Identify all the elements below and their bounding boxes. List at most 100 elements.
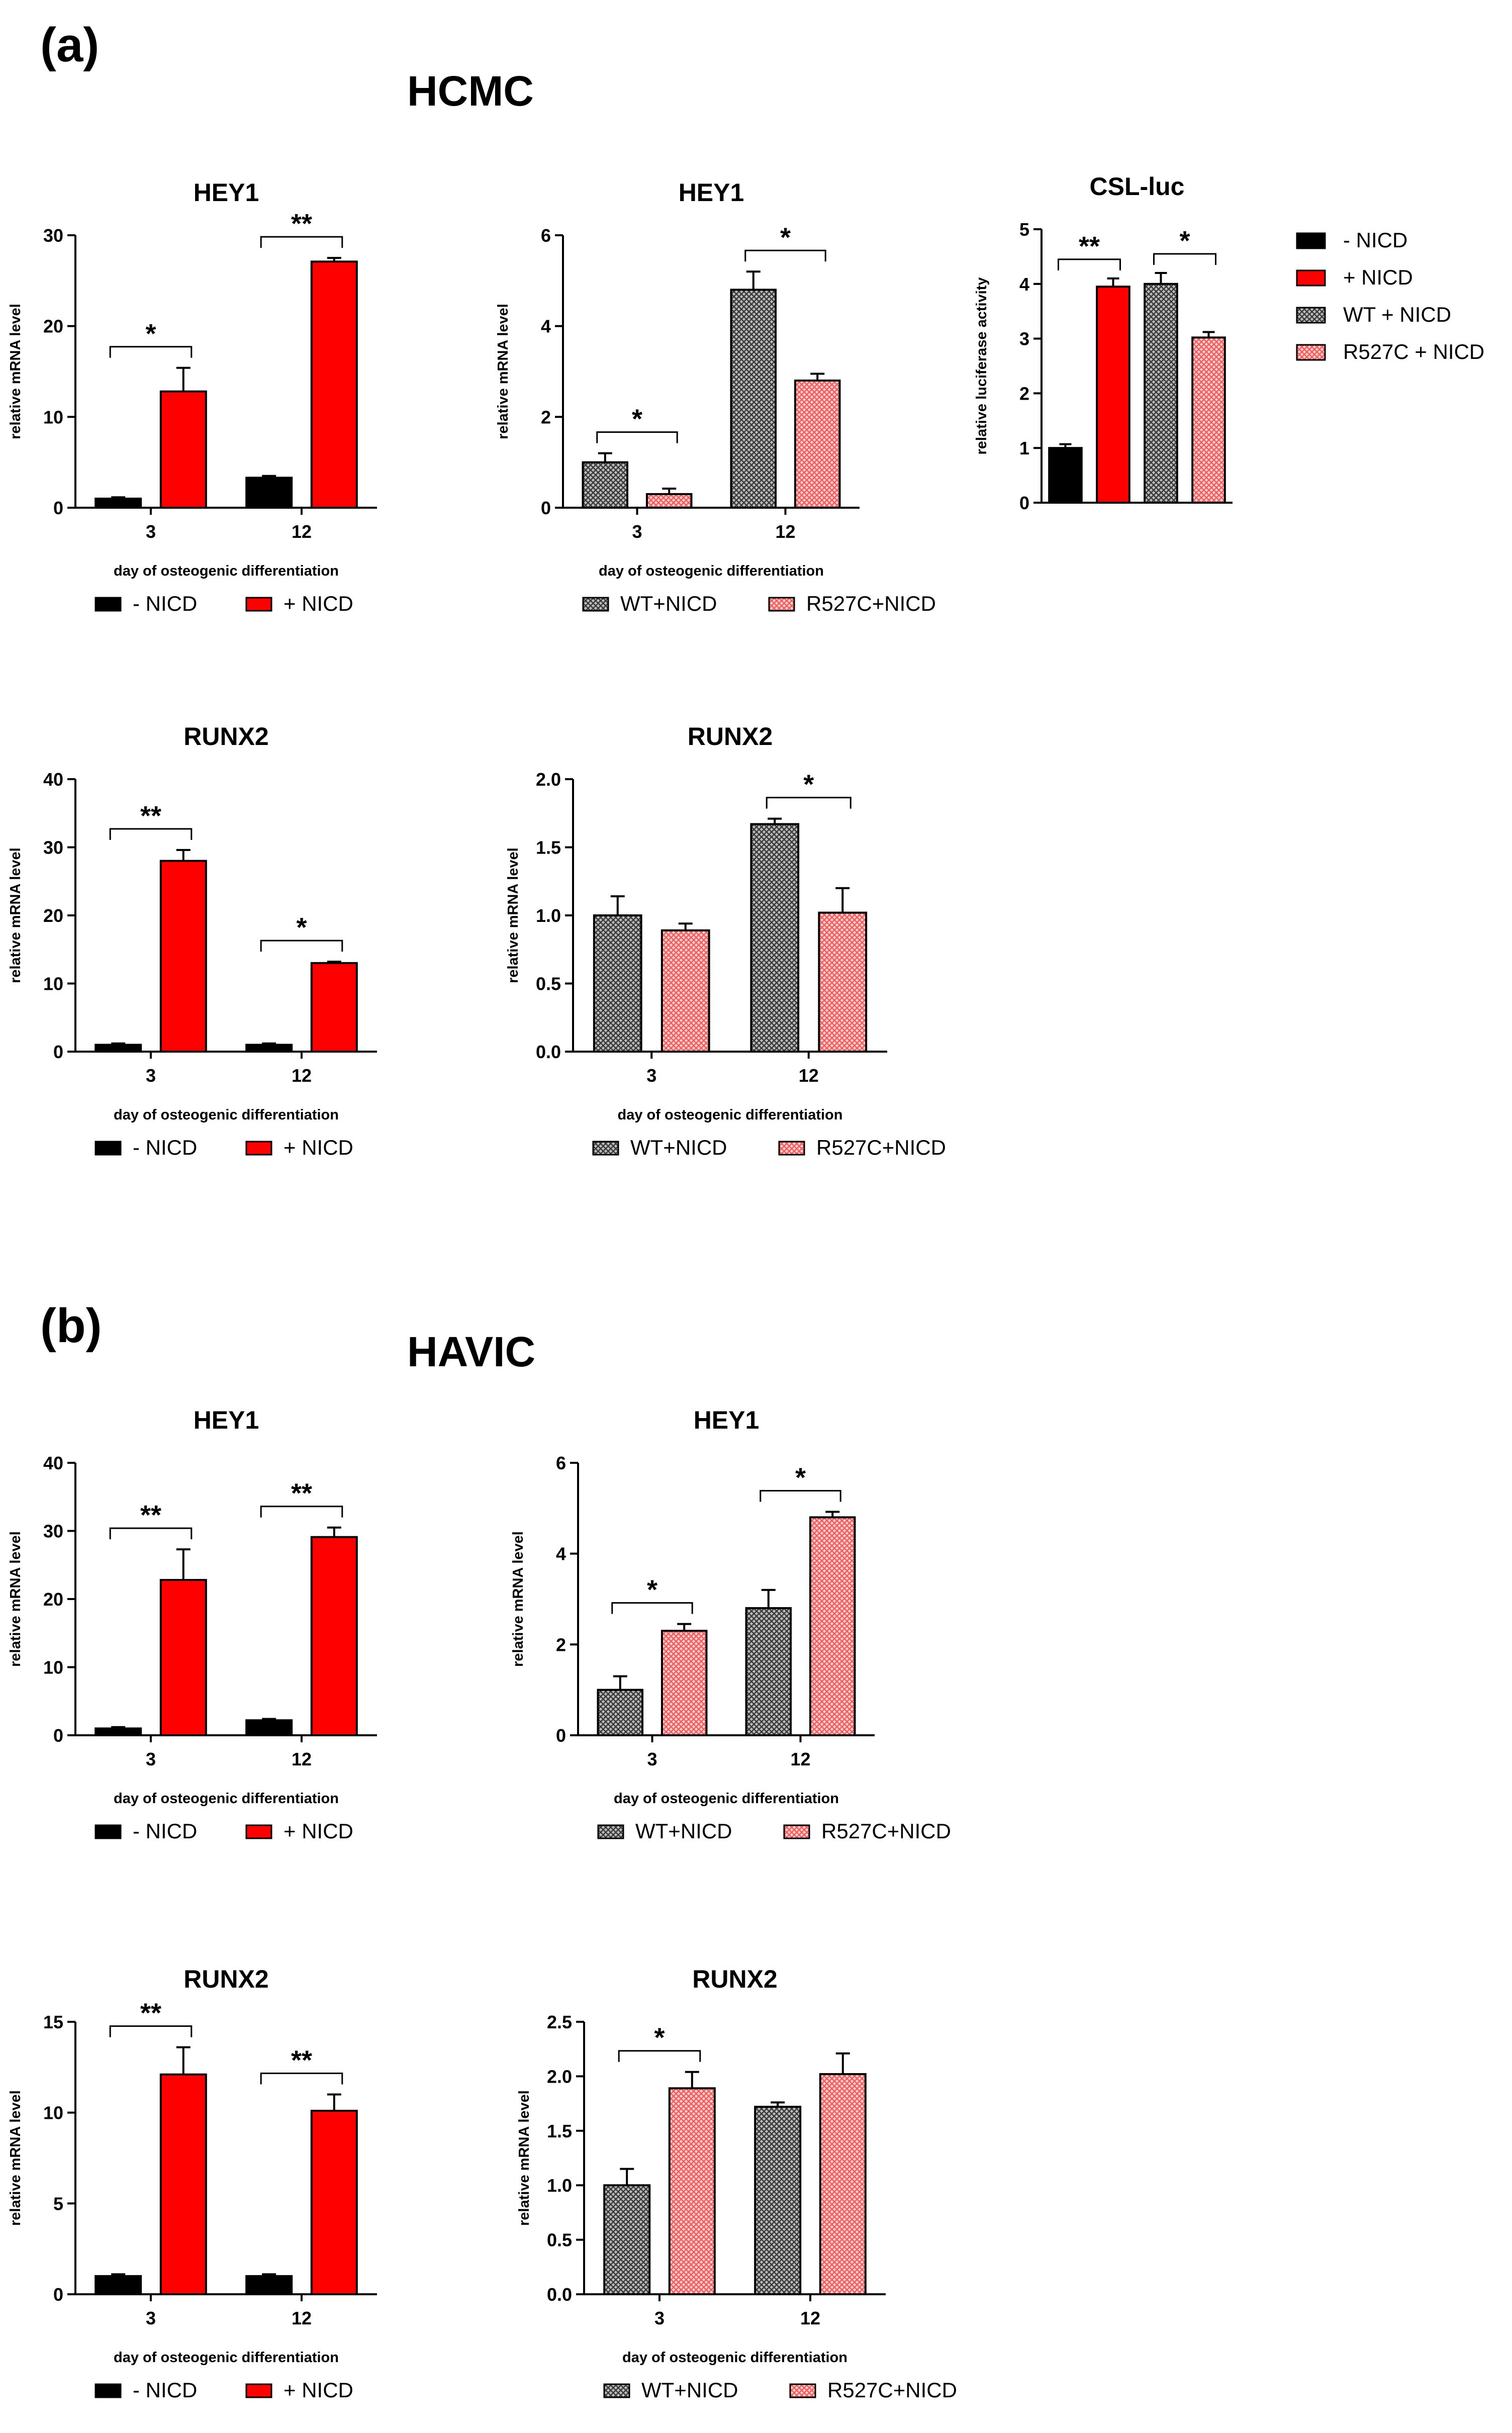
x-axis-title: day of osteogenic differentiation (114, 1791, 339, 1807)
bar-wt-day-3 (582, 461, 629, 509)
significance-bracket (109, 1527, 193, 1540)
legend-swatch-neg (94, 1824, 122, 1839)
legend-swatch-neg (94, 1141, 122, 1156)
bar-neg-day-12 (245, 1719, 293, 1736)
significance-marker: * (780, 222, 791, 252)
legend-label-mut: R527C + NICD (1343, 340, 1484, 363)
y-tick-label: 10 (43, 974, 63, 994)
bar-pos-day-12 (310, 1536, 358, 1737)
bar-mut-day-12 (819, 2073, 867, 2295)
y-tick-label: 1.5 (547, 2121, 572, 2141)
y-tick-label: 0.0 (536, 1042, 561, 1062)
legend-label-mut: R527C+NICD (806, 592, 936, 615)
y-tick-label: 15 (43, 2012, 63, 2032)
significance-bracket (760, 1490, 841, 1502)
chart-b-hey1-nicd: HEY1 0 10 20 30 40 relative mRNA level 3 12 ** ** d… (8, 1406, 377, 1843)
chart-title: HEY1 (679, 178, 744, 207)
significance-marker: ** (140, 801, 161, 831)
bar-pos-day-3 (159, 1579, 207, 1737)
chart-title: RUNX2 (692, 1965, 777, 1993)
y-axis-title: relative mRNA level (8, 304, 24, 439)
significance-bracket (260, 1506, 343, 1518)
significance-marker: * (145, 319, 156, 349)
significance-bracket (1058, 258, 1121, 270)
legend-label-wt: WT + NICD (1343, 303, 1451, 326)
x-tick-label: 12 (775, 521, 795, 542)
y-tick-label: 1.0 (547, 2175, 572, 2196)
section-title-havic: HAVIC (407, 1328, 535, 1375)
bar-wt-day-3 (603, 2184, 651, 2296)
y-tick-label: 0 (53, 498, 63, 518)
bar-neg-day-3 (94, 1044, 142, 1053)
legend-label-pos: + NICD (284, 1136, 353, 1159)
bar-neg-day-3 (94, 2275, 142, 2296)
y-tick-label: 0 (1019, 493, 1029, 513)
y-tick-label: 40 (43, 1453, 63, 1473)
y-tick-label: 20 (43, 1589, 63, 1610)
significance-marker: * (632, 404, 642, 434)
chart-title: HEY1 (694, 1406, 760, 1434)
y-tick-label: 6 (556, 1453, 566, 1473)
chart-a-runx2-mut: RUNX2 0.0 0.5 1.0 1.5 2.0 relative mRNA level 3… (505, 722, 946, 1159)
legend-swatch-pos (245, 1141, 272, 1156)
bar-wt-day-3 (597, 1689, 644, 1737)
significance-bracket (1153, 253, 1216, 265)
legend-swatch-mut (783, 1824, 810, 1839)
y-tick-label: 10 (43, 2103, 63, 2123)
bar-pos-day-12 (310, 962, 358, 1053)
bar-wt-day-3 (593, 914, 642, 1053)
y-tick-label: 1.5 (536, 837, 561, 858)
bar-mut-day-3 (660, 1630, 708, 1737)
y-tick-label: 10 (43, 407, 63, 427)
significance-bracket (744, 249, 826, 262)
significance-marker: * (647, 1575, 657, 1605)
section-title-hcmc: HCMC (407, 67, 534, 115)
legend-label-pos: + NICD (1343, 265, 1413, 289)
legend-swatch-neg (94, 2383, 122, 2398)
legend-swatch-pos (245, 597, 272, 612)
y-tick-label: 5 (1019, 219, 1029, 240)
y-tick-label: 30 (43, 225, 63, 246)
chart-title: RUNX2 (183, 1965, 268, 1993)
y-tick-label: 2.0 (547, 2066, 572, 2087)
legend-label-wt: WT+NICD (630, 1136, 727, 1159)
bar-neg-day-3 (94, 497, 142, 509)
x-axis-title: day of osteogenic differentiation (618, 1107, 843, 1123)
bar-wt-day-12 (754, 2106, 802, 2295)
bar-wt-day-12 (750, 823, 800, 1053)
legend-swatch-wt (603, 2383, 630, 2398)
x-tick-label: 3 (146, 2308, 156, 2328)
y-tick-label: 0.5 (547, 2230, 572, 2251)
legend-swatch-mut (768, 597, 795, 612)
legend-label-pos: + NICD (284, 2378, 353, 2402)
y-tick-label: 0 (53, 2284, 63, 2305)
legend-swatch-wt (582, 597, 609, 612)
x-axis-title: day of osteogenic differentiation (114, 2350, 339, 2366)
legend-label-mut: R527C+NICD (827, 2378, 957, 2402)
x-axis-title: day of osteogenic differentiation (614, 1791, 839, 1807)
significance-bracket (109, 2025, 193, 2037)
significance-marker: ** (140, 1500, 161, 1530)
legend-swatch-neg (94, 597, 122, 612)
y-tick-label: 1 (1019, 438, 1029, 458)
legend-swatch-pos (1296, 269, 1326, 287)
legend-swatch-mut (1296, 344, 1326, 361)
y-tick-label: 4 (1019, 274, 1029, 295)
chart-title: HEY1 (194, 1406, 259, 1434)
y-axis-title: relative mRNA level (510, 1531, 526, 1667)
x-tick-label: 12 (292, 1065, 312, 1086)
significance-bracket (109, 828, 193, 840)
x-tick-label: 12 (292, 2308, 312, 2328)
significance-bracket (260, 236, 343, 248)
significance-bracket (260, 940, 343, 952)
bar-mut-day-3 (668, 2087, 716, 2296)
legend-label-neg: - NICD (133, 1819, 197, 1843)
x-tick-label: 3 (146, 1065, 156, 1086)
bar-neg-day-12 (245, 1044, 293, 1053)
bar-pos-day-3 (159, 860, 207, 1053)
bar-pos-day-3 (159, 390, 207, 509)
significance-marker: * (803, 770, 814, 800)
y-tick-label: 30 (43, 1521, 63, 1542)
